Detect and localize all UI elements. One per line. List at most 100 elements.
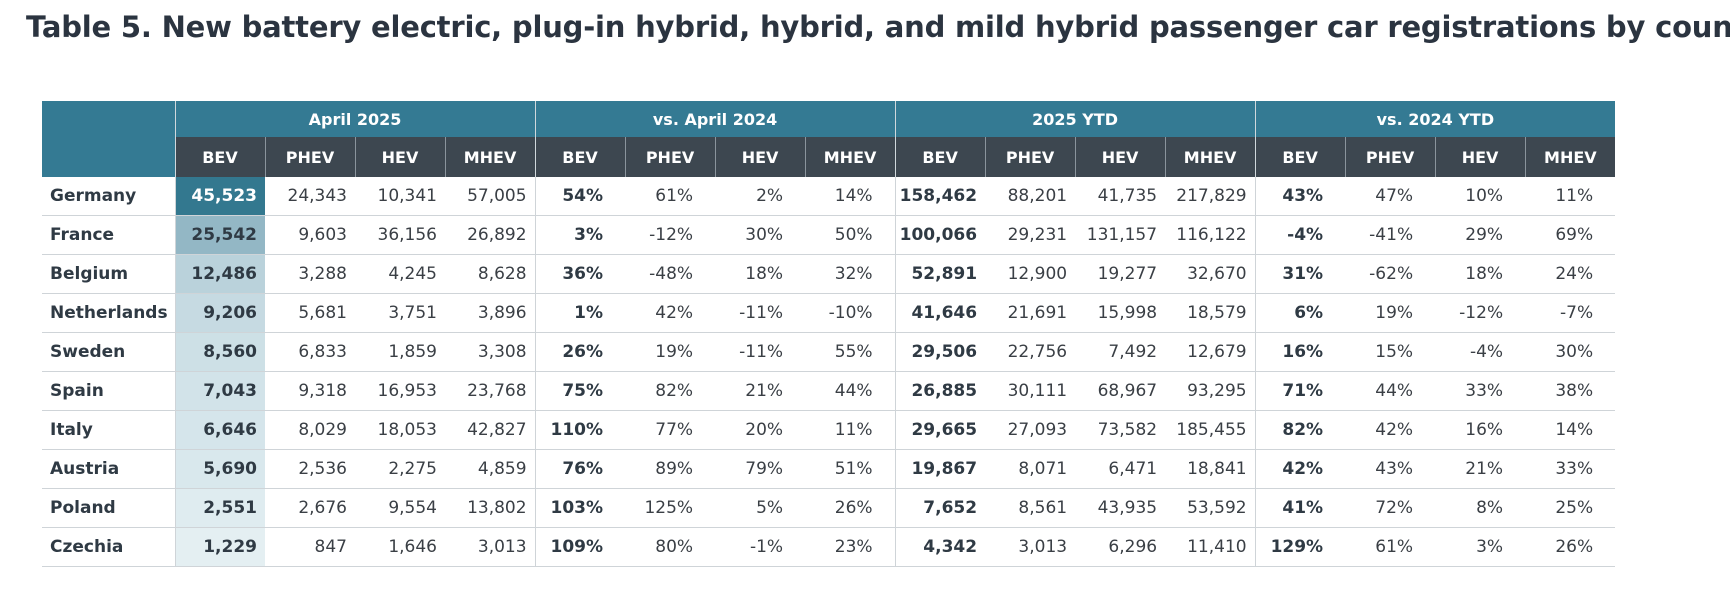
column-header: PHEV: [624, 137, 716, 177]
value-cell: 9,554: [355, 488, 445, 528]
value-cell: -12%: [625, 215, 716, 255]
value-cell: 125%: [625, 488, 716, 528]
value-cell: 26,885: [894, 371, 986, 411]
value-cell: 9,206: [174, 293, 265, 333]
value-cell: 6,646: [174, 410, 265, 450]
value-cell: 18%: [1435, 254, 1526, 294]
value-cell: 3,013: [445, 527, 536, 567]
registrations-table: April 2025 vs. April 2024 2025 YTD vs. 2024…: [42, 101, 1616, 567]
group-header: April 2025: [174, 101, 536, 137]
group-header: 2025 YTD: [894, 101, 1256, 137]
value-cell: 18,841: [1165, 449, 1256, 489]
country-cell: Germany: [42, 177, 175, 216]
value-cell: 11%: [805, 410, 896, 450]
value-cell: 21%: [715, 371, 806, 411]
value-cell: 4,245: [355, 254, 445, 294]
value-cell: 57,005: [445, 177, 536, 216]
value-cell: 61%: [625, 177, 716, 216]
value-cell: 2,551: [174, 488, 265, 528]
value-cell: 8,628: [445, 254, 536, 294]
column-header: MHEV: [444, 137, 536, 177]
value-cell: -1%: [715, 527, 806, 567]
value-cell: 43,935: [1075, 488, 1166, 528]
value-cell: 6%: [1254, 293, 1346, 333]
value-cell: 31%: [1254, 254, 1346, 294]
country-cell: Austria: [42, 449, 175, 489]
value-cell: 38%: [1525, 371, 1616, 411]
value-cell: 25,542: [174, 215, 265, 255]
value-cell: 69%: [1525, 215, 1616, 255]
value-cell: 88,201: [985, 177, 1076, 216]
country-cell: Spain: [42, 371, 175, 411]
value-cell: 73,582: [1075, 410, 1166, 450]
value-cell: 18,053: [355, 410, 445, 450]
value-cell: 45,523: [174, 177, 265, 216]
value-cell: 47%: [1345, 177, 1436, 216]
country-cell: Sweden: [42, 332, 175, 372]
value-cell: 75%: [534, 371, 626, 411]
value-cell: 100,066: [894, 215, 986, 255]
value-cell: 42%: [625, 293, 716, 333]
value-cell: 23%: [805, 527, 896, 567]
value-cell: -4%: [1254, 215, 1346, 255]
country-cell: Netherlands: [42, 293, 175, 333]
value-cell: 20%: [715, 410, 806, 450]
value-cell: 42%: [1345, 410, 1436, 450]
value-cell: 847: [265, 527, 355, 567]
value-cell: 2,676: [265, 488, 355, 528]
value-cell: 18,579: [1165, 293, 1256, 333]
value-cell: 103%: [534, 488, 626, 528]
value-cell: 72%: [1345, 488, 1436, 528]
value-cell: 52,891: [894, 254, 986, 294]
value-cell: 15,998: [1075, 293, 1166, 333]
value-cell: 3,288: [265, 254, 355, 294]
value-cell: 76%: [534, 449, 626, 489]
value-cell: 3%: [1435, 527, 1526, 567]
value-cell: 3,308: [445, 332, 536, 372]
value-cell: 185,455: [1165, 410, 1256, 450]
table-row: Spain 7,043 9,318 16,953 23,768 75% 82% 21% 44% 2…: [42, 371, 1616, 411]
column-header: MHEV: [804, 137, 896, 177]
column-header: BEV: [174, 137, 265, 177]
value-cell: 80%: [625, 527, 716, 567]
value-cell: 109%: [534, 527, 626, 567]
value-cell: 2,536: [265, 449, 355, 489]
value-cell: 8,029: [265, 410, 355, 450]
value-cell: 6,833: [265, 332, 355, 372]
value-cell: 36%: [534, 254, 626, 294]
value-cell: 1,859: [355, 332, 445, 372]
value-cell: 1,646: [355, 527, 445, 567]
value-cell: 12,679: [1165, 332, 1256, 372]
column-header: HEV: [1434, 137, 1526, 177]
table-row: Italy 6,646 8,029 18,053 42,827 110% 77% 20% 11%…: [42, 410, 1616, 450]
value-cell: 5%: [715, 488, 806, 528]
value-cell: 4,342: [894, 527, 986, 567]
value-cell: 89%: [625, 449, 716, 489]
table-row: Germany 45,523 24,343 10,341 57,005 54% 61% 2% 1…: [42, 177, 1616, 216]
value-cell: 19,867: [894, 449, 986, 489]
value-cell: 26%: [534, 332, 626, 372]
value-cell: 21,691: [985, 293, 1076, 333]
value-cell: 3%: [534, 215, 626, 255]
value-cell: 16%: [1254, 332, 1346, 372]
column-header: PHEV: [264, 137, 355, 177]
value-cell: 14%: [805, 177, 896, 216]
value-cell: 19%: [625, 332, 716, 372]
value-cell: 8,560: [174, 332, 265, 372]
value-cell: -62%: [1345, 254, 1436, 294]
country-cell: Italy: [42, 410, 175, 450]
column-header: HEV: [1074, 137, 1166, 177]
value-cell: 33%: [1435, 371, 1526, 411]
value-cell: 217,829: [1165, 177, 1256, 216]
value-cell: -10%: [805, 293, 896, 333]
value-cell: -7%: [1525, 293, 1616, 333]
value-cell: 2%: [715, 177, 806, 216]
value-cell: 7,652: [894, 488, 986, 528]
value-cell: 36,156: [355, 215, 445, 255]
table-row: Belgium 12,486 3,288 4,245 8,628 36% -48% 18% 32…: [42, 254, 1616, 294]
value-cell: 19%: [1345, 293, 1436, 333]
value-cell: 41,646: [894, 293, 986, 333]
value-cell: 6,296: [1075, 527, 1166, 567]
value-cell: 3,896: [445, 293, 536, 333]
value-cell: 29%: [1435, 215, 1526, 255]
